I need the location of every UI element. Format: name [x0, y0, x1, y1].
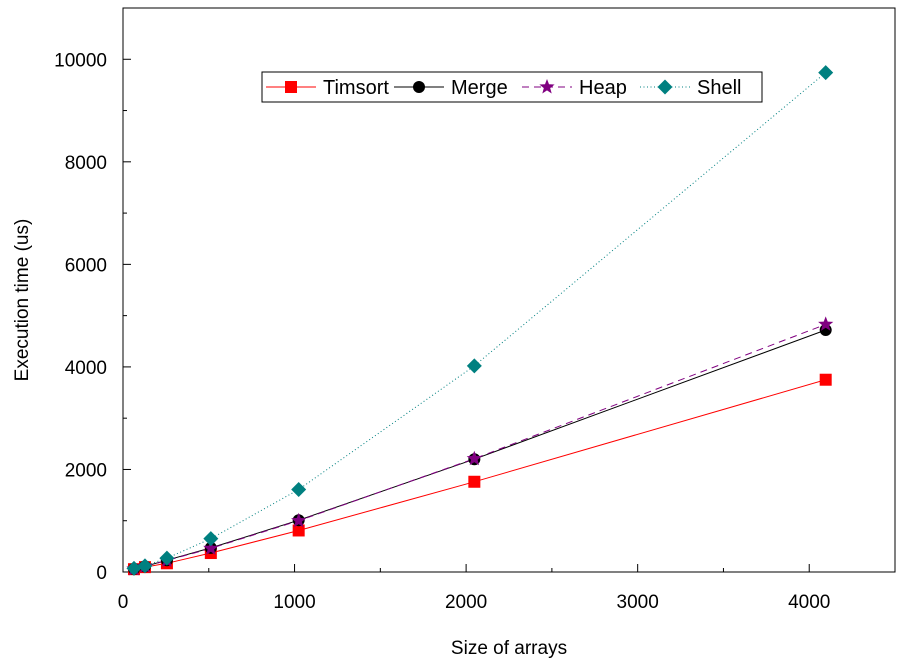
series-lines: [133, 72, 827, 570]
x-tick-label: 3000: [617, 592, 659, 613]
y-tick-label: 6000: [65, 255, 107, 276]
timsort-data-point: [292, 524, 305, 537]
y-tick-label: 8000: [65, 153, 107, 174]
timsort-legend-marker: [285, 81, 297, 93]
x-tick-label: 1000: [273, 592, 315, 613]
shell-data-point: [818, 65, 834, 81]
x-tick-label: 4000: [788, 592, 830, 613]
heap-data-point: [203, 540, 219, 555]
shell-data-point: [126, 560, 142, 576]
shell-legend-label: Shell: [697, 77, 741, 99]
timsort-data-point: [819, 373, 832, 386]
shell-legend-marker: [657, 79, 673, 95]
heap-legend-label: Heap: [579, 77, 627, 99]
heap-data-point: [291, 512, 307, 528]
shell-data-point: [291, 481, 307, 497]
legend: Timsort Merge Heap Shell: [261, 71, 763, 103]
y-axis-title: Execution time (us): [12, 219, 33, 382]
heap-data-point: [466, 450, 482, 466]
merge-legend-label: Merge: [451, 77, 508, 99]
y-tick-label: 2000: [65, 460, 107, 481]
y-tick-label: 4000: [65, 358, 107, 379]
x-tick-label: 2000: [445, 592, 487, 613]
heap-series-line: [133, 323, 826, 570]
timsort-legend-label: Timsort: [323, 77, 389, 99]
y-axis-ticks: 0 2000 4000 6000 8000 10000: [54, 50, 131, 584]
plot-frame: [122, 7, 896, 573]
shell-data-point: [203, 531, 219, 547]
shell-series-line: [133, 72, 827, 569]
shell-data-point: [466, 358, 482, 374]
x-axis-title: Size of arrays: [451, 638, 567, 659]
y-tick-label: 10000: [54, 50, 107, 71]
x-tick-label: 0: [118, 592, 129, 613]
shell-data-point: [159, 550, 175, 566]
timsort-series-line: [133, 379, 826, 570]
shell-data-point: [137, 558, 153, 574]
legend-items: Timsort Merge Heap Shell: [266, 77, 741, 99]
heap-legend-marker: [539, 79, 555, 94]
series-markers: [126, 65, 834, 576]
timsort-data-point: [468, 475, 481, 488]
x-axis-ticks: 0 1000 2000 3000 4000: [118, 564, 830, 613]
heap-data-point: [818, 316, 834, 331]
y-tick-label: 0: [96, 563, 107, 584]
merge-legend-marker: [413, 81, 425, 93]
